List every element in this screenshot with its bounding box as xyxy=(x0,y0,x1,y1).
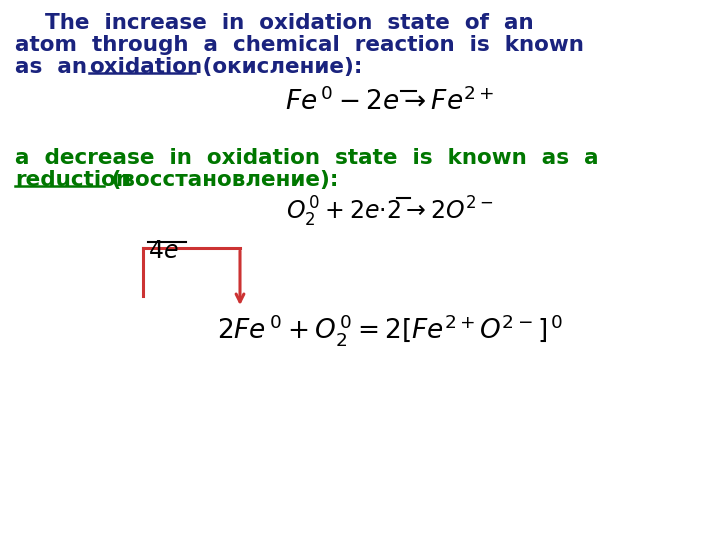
Text: a  decrease  in  oxidation  state  is  known  as  a: a decrease in oxidation state is known a… xyxy=(15,148,598,168)
Text: $Fe^{\,0} - 2e \rightarrow Fe^{2+}$: $Fe^{\,0} - 2e \rightarrow Fe^{2+}$ xyxy=(285,87,495,116)
Text: oxidation: oxidation xyxy=(89,57,202,77)
Text: $4e$: $4e$ xyxy=(148,240,179,262)
Text: (восстановление):: (восстановление): xyxy=(104,170,338,190)
Text: (окисление):: (окисление): xyxy=(195,57,362,77)
Text: The  increase  in  oxidation  state  of  an: The increase in oxidation state of an xyxy=(15,13,534,33)
Text: as  an: as an xyxy=(15,57,102,77)
Text: $O_{2}^{\,0} + 2e{\cdot}2 \rightarrow 2O^{2-}$: $O_{2}^{\,0} + 2e{\cdot}2 \rightarrow 2O… xyxy=(287,195,494,229)
Text: reduction: reduction xyxy=(15,170,131,190)
Text: atom  through  a  chemical  reaction  is  known: atom through a chemical reaction is know… xyxy=(15,35,584,55)
Text: $2Fe^{\,0} + O_{2}^{\,0} = 2[Fe^{2+}O^{2-}]^{\,0}$: $2Fe^{\,0} + O_{2}^{\,0} = 2[Fe^{2+}O^{2… xyxy=(217,312,563,348)
